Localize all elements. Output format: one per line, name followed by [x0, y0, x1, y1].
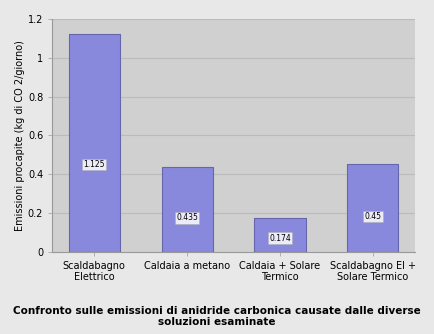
Text: 0.435: 0.435 — [176, 213, 198, 222]
Bar — [161, 167, 213, 252]
Bar — [254, 218, 306, 252]
Y-axis label: Emissioni procapite (kg di CO 2/giorno): Emissioni procapite (kg di CO 2/giorno) — [15, 40, 25, 231]
Bar — [347, 164, 398, 252]
Text: Confronto sulle emissioni di anidride carbonica causate dalle diverse
soluzioni : Confronto sulle emissioni di anidride ca… — [13, 306, 421, 327]
Text: 0.174: 0.174 — [269, 234, 291, 242]
Bar — [69, 33, 120, 252]
Text: 0.45: 0.45 — [365, 212, 381, 221]
Text: 1.125: 1.125 — [83, 160, 105, 169]
